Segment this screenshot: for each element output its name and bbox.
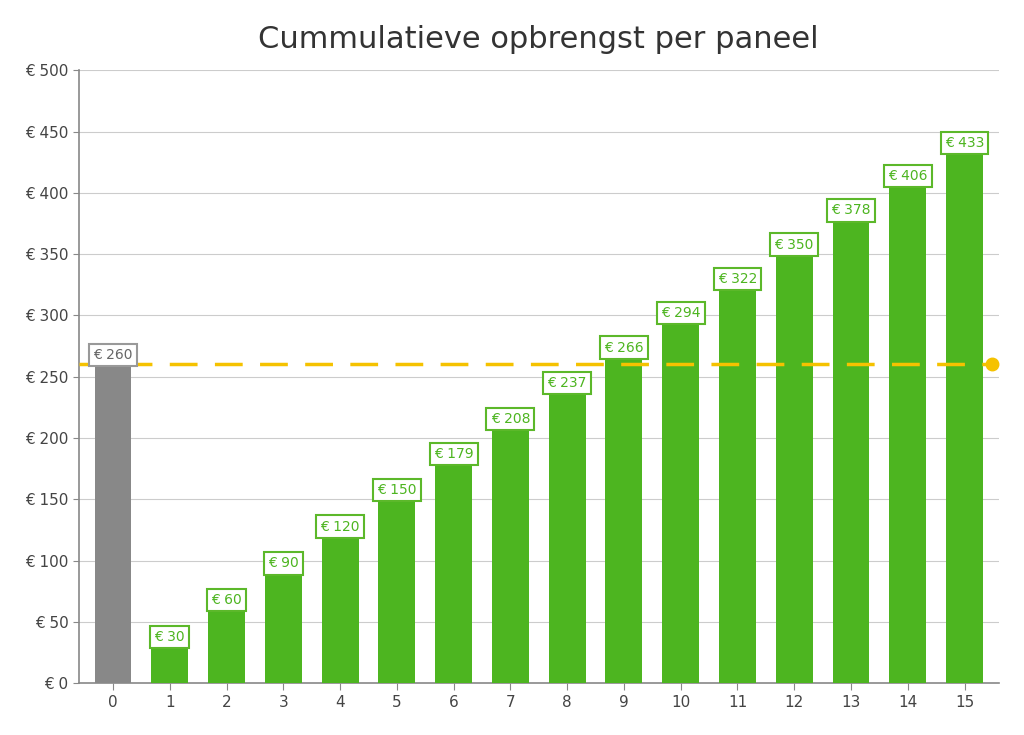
Bar bbox=[663, 323, 699, 684]
Text: € 237: € 237 bbox=[548, 376, 587, 390]
Bar bbox=[322, 536, 358, 684]
Text: € 90: € 90 bbox=[268, 556, 299, 570]
Bar bbox=[492, 429, 528, 684]
Bar bbox=[946, 152, 983, 684]
Bar bbox=[833, 220, 869, 684]
Text: € 433: € 433 bbox=[945, 136, 984, 150]
Bar bbox=[152, 646, 188, 684]
Text: € 294: € 294 bbox=[660, 306, 700, 320]
Text: € 150: € 150 bbox=[377, 483, 417, 497]
Bar bbox=[435, 464, 472, 684]
Text: € 30: € 30 bbox=[155, 630, 185, 644]
Bar bbox=[208, 609, 245, 684]
Text: € 350: € 350 bbox=[774, 237, 814, 251]
Bar bbox=[94, 365, 131, 684]
Text: € 260: € 260 bbox=[93, 348, 133, 362]
Text: € 322: € 322 bbox=[718, 272, 757, 286]
Text: € 208: € 208 bbox=[490, 412, 530, 426]
Bar bbox=[889, 185, 927, 684]
Bar bbox=[719, 288, 756, 684]
Bar bbox=[605, 357, 642, 684]
Text: € 60: € 60 bbox=[211, 593, 242, 607]
Text: € 179: € 179 bbox=[434, 448, 473, 462]
Bar bbox=[379, 499, 416, 684]
Bar bbox=[776, 254, 813, 684]
Text: € 120: € 120 bbox=[321, 520, 359, 534]
Bar bbox=[265, 573, 302, 684]
Text: € 266: € 266 bbox=[604, 340, 644, 355]
Bar bbox=[549, 392, 586, 684]
Text: € 378: € 378 bbox=[831, 204, 870, 218]
Text: € 406: € 406 bbox=[888, 169, 928, 183]
Title: Cummulatieve opbrengst per paneel: Cummulatieve opbrengst per paneel bbox=[258, 25, 819, 54]
